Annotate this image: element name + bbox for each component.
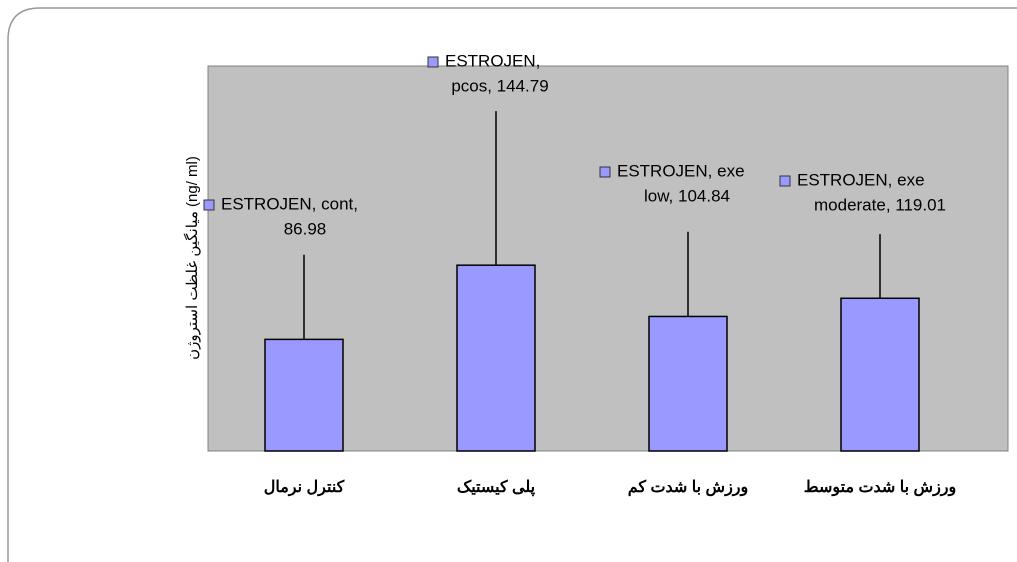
bar: [264, 338, 344, 452]
x-tick-label: کنترل نرمال: [264, 479, 345, 497]
data-label: low, 104.84: [644, 186, 730, 205]
label-key: [203, 199, 215, 211]
x-tick-label: ورزش با شدت کم: [628, 479, 749, 497]
y-axis-label: میانگین غلظت استروژن (ng/ ml): [183, 156, 201, 360]
data-label-prefix: ESTROJEN, exe: [617, 161, 745, 180]
slide-frame: [7, 7, 1017, 562]
bar: [840, 297, 920, 452]
bar: [648, 315, 728, 452]
data-label-prefix: ESTROJEN,: [445, 51, 540, 70]
label-key: [779, 175, 791, 187]
x-tick-label: ورزش با شدت متوسط: [804, 479, 957, 497]
x-tick-label: پلی کیستیک: [457, 479, 536, 497]
data-label: 86.98: [284, 219, 327, 238]
data-label: moderate, 119.01: [814, 195, 946, 214]
label-key: [427, 56, 439, 68]
data-label-prefix: ESTROJEN, cont,: [221, 194, 358, 213]
label-key: [599, 166, 611, 178]
data-label: pcos, 144.79: [451, 76, 548, 95]
bar: [456, 264, 536, 452]
data-label-prefix: ESTROJEN, exe: [797, 170, 925, 189]
